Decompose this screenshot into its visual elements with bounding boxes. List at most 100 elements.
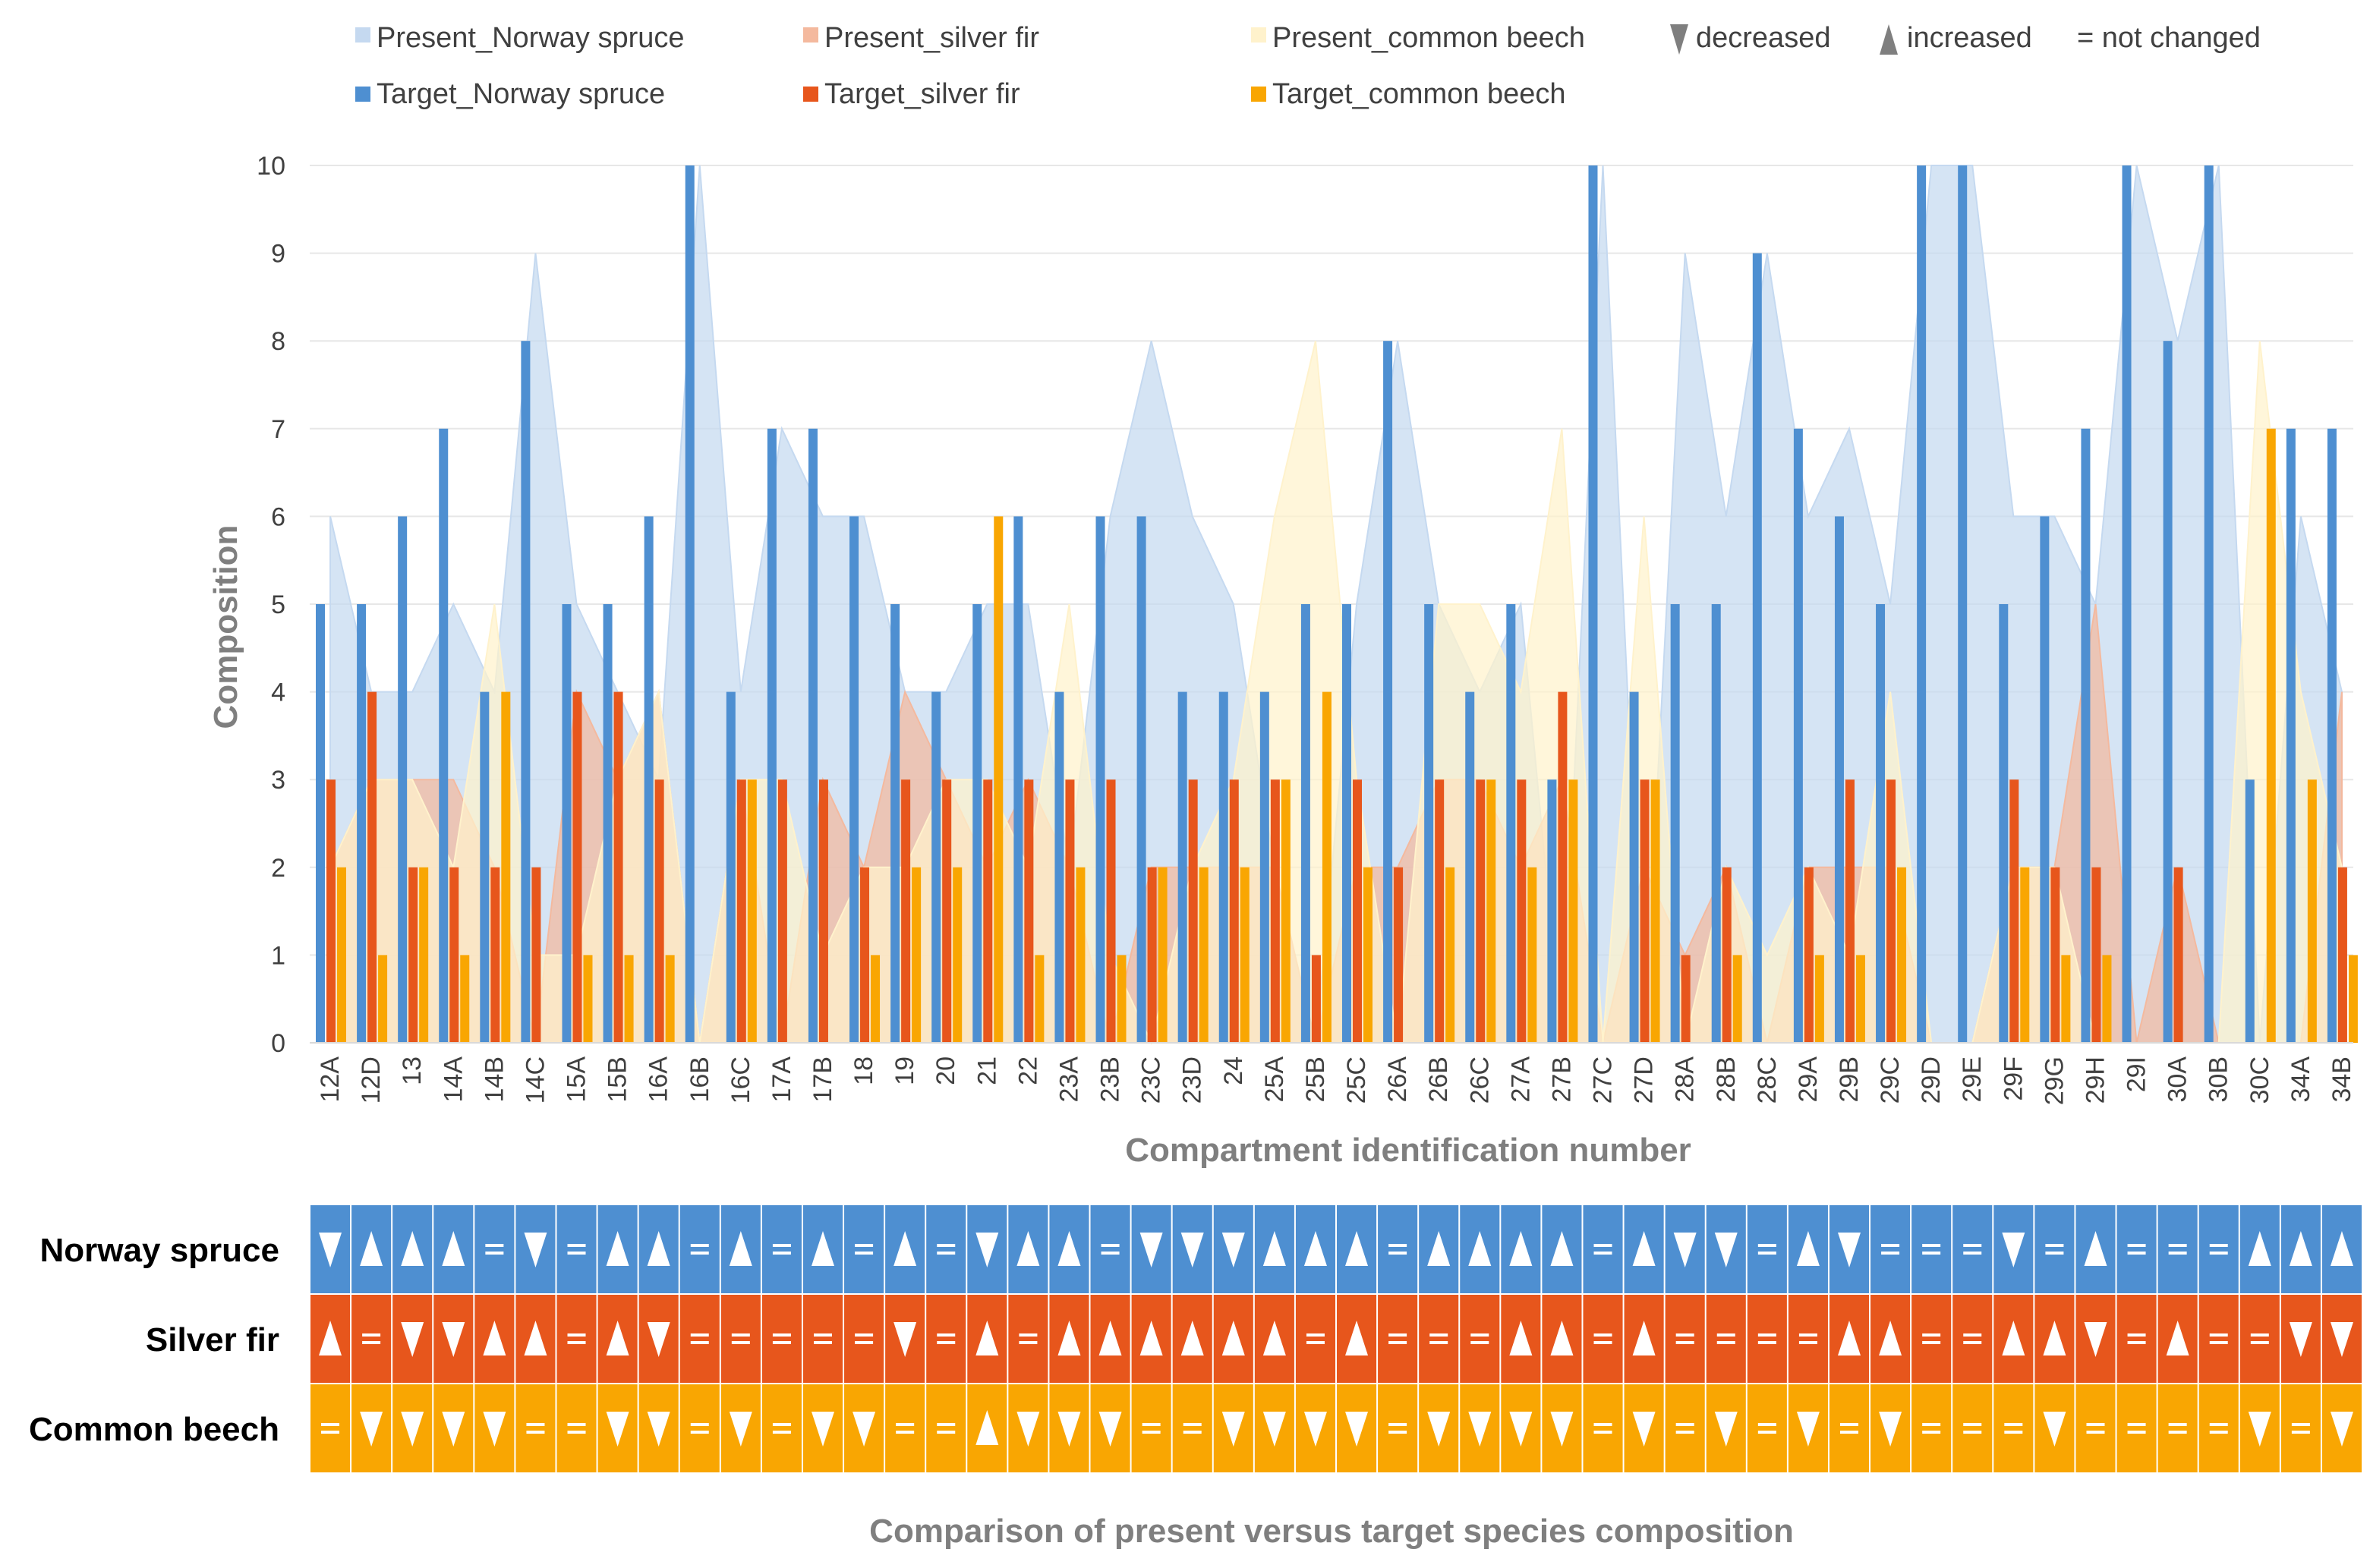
decreased-icon (975, 1233, 999, 1267)
comparison-cell (1788, 1295, 1828, 1383)
bar (994, 516, 1004, 1043)
not-changed-icon (1675, 1341, 1694, 1344)
bar (1681, 955, 1691, 1043)
increased-icon (483, 1321, 506, 1355)
decreased-icon (1057, 1412, 1081, 1447)
comparison-cell (1583, 1384, 1623, 1472)
comparison-cell (1993, 1384, 2034, 1472)
not-changed-icon (1388, 1423, 1407, 1426)
not-changed-icon (1593, 1252, 1612, 1255)
bar (398, 516, 408, 1043)
comparison-cell (474, 1205, 515, 1293)
x-axis-ticks: 12A 12D 13 14A 14B 14C 15A 15B 16A 16B 16C 17A 17B 18… (316, 1056, 2356, 1106)
decreased-icon (853, 1412, 876, 1447)
bar-series (316, 165, 2358, 1044)
x-tick-label: 29H (2081, 1056, 2110, 1104)
not-changed-icon (690, 1341, 709, 1344)
comparison-row-label: Common beech (29, 1411, 279, 1448)
y-tick-label: 7 (271, 415, 285, 444)
comparison-cell (1952, 1384, 1993, 1472)
y-tick-label: 5 (271, 590, 285, 619)
x-tick-label: 23B (1096, 1056, 1125, 1103)
comparison-cell (2116, 1384, 2157, 1472)
comparison-cell (1747, 1384, 1787, 1472)
increased-icon (524, 1321, 547, 1355)
comparison-cell (1706, 1295, 1746, 1383)
increased-icon (2084, 1231, 2107, 1266)
bar (583, 955, 593, 1043)
not-changed-icon (1963, 1252, 1982, 1255)
bar (419, 867, 429, 1043)
not-changed-icon (1388, 1431, 1407, 1434)
not-changed-icon (937, 1252, 956, 1255)
x-tick-label: 19 (890, 1056, 919, 1085)
bar (2102, 955, 2112, 1043)
legend: Present_Norway spruce Present_silver fir… (355, 22, 2261, 110)
decreased-icon (1345, 1412, 1369, 1447)
increased-icon (1139, 1321, 1163, 1355)
decreased-icon (812, 1412, 834, 1447)
bar (1013, 516, 1023, 1043)
increased-icon (2002, 1321, 2025, 1355)
not-changed-icon (1840, 1431, 1858, 1434)
bar (1218, 691, 1228, 1043)
not-changed-icon (690, 1333, 709, 1337)
x-tick-label: 15B (604, 1056, 632, 1103)
decreased-icon (1468, 1412, 1492, 1447)
not-changed-icon (2168, 1423, 2187, 1426)
increased-icon (647, 1231, 670, 1266)
bar (2020, 867, 2030, 1043)
not-changed-icon (1798, 1333, 1817, 1337)
not-changed-icon (2127, 1341, 2146, 1344)
increased-icon (1057, 1231, 1081, 1266)
bar (736, 779, 746, 1043)
comparison-cell (844, 1205, 884, 1293)
x-tick-label: 29I (2123, 1056, 2151, 1092)
comparison-cell (1870, 1205, 1911, 1293)
bar (747, 779, 757, 1043)
bar (1732, 955, 1742, 1043)
bar (521, 341, 531, 1043)
not-changed-icon (690, 1423, 709, 1426)
bar (501, 691, 511, 1043)
comparison-cell (761, 1295, 802, 1383)
bar (1568, 779, 1578, 1043)
increased-icon (893, 1231, 917, 1266)
not-changed-icon (1675, 1431, 1694, 1434)
bars-target-norway-spruce (316, 165, 2337, 1044)
not-changed-icon (2209, 1244, 2228, 1247)
bar (1804, 867, 1814, 1043)
not-changed-icon (321, 1431, 340, 1434)
bar (931, 691, 941, 1043)
not-changed-icon (2250, 1341, 2269, 1344)
x-tick-label: 20 (931, 1056, 960, 1085)
increased-icon (2248, 1231, 2271, 1266)
x-tick-label: 25B (1301, 1056, 1330, 1103)
bar (1917, 165, 1927, 1043)
decreased-icon (319, 1233, 342, 1267)
bar (1158, 867, 1168, 1043)
comparison-cell (1172, 1384, 1212, 1472)
comparison-cell (885, 1384, 925, 1472)
bar (1363, 867, 1373, 1043)
bar (1054, 691, 1064, 1043)
comparison-cell (1747, 1205, 1787, 1293)
x-tick-label: 28A (1671, 1056, 1700, 1103)
decreased-icon (1139, 1233, 1163, 1267)
increased-icon (606, 1321, 629, 1355)
bar (726, 691, 736, 1043)
decreased-icon (647, 1412, 670, 1447)
not-changed-icon (937, 1341, 956, 1344)
x-tick-label: 17A (767, 1056, 796, 1103)
legend-decreased-icon (1670, 24, 1688, 55)
x-tick-label: 28B (1712, 1056, 1741, 1103)
bar (1722, 867, 1732, 1043)
bar (2040, 516, 2050, 1043)
comparison-cell (1460, 1295, 1500, 1383)
not-changed-icon (1388, 1341, 1407, 1344)
not-changed-icon (2168, 1252, 2187, 1255)
comparison-cell (515, 1384, 556, 1472)
bar (1814, 955, 1824, 1043)
x-tick-label: 26C (1465, 1056, 1494, 1104)
bar (449, 867, 459, 1043)
